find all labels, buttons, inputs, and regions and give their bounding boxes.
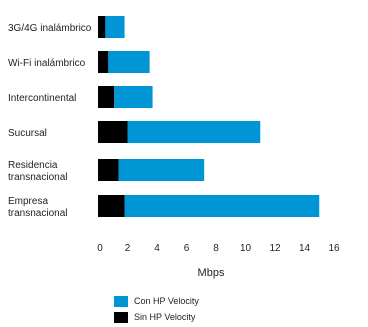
chart-area: 3G/4G inalámbrico Wi-Fi inalámbrico Interc… [8, 16, 340, 279]
x-tick-label: 4 [154, 243, 160, 254]
legend-item-con: Con HP Velocity [114, 295, 199, 308]
x-tick-label: 8 [213, 243, 219, 254]
bar-con-hp-velocity [118, 159, 205, 181]
legend-swatch-sin [114, 312, 128, 323]
x-tick-label: 12 [269, 243, 281, 254]
x-tick-label: 10 [240, 243, 252, 254]
legend-label-con: Con HP Velocity [134, 296, 199, 306]
bar-sin-hp-velocity [98, 51, 109, 73]
bar-sin-hp-velocity [98, 195, 125, 217]
bar-con-hp-velocity [124, 195, 320, 217]
bar-con-hp-velocity [108, 51, 150, 73]
x-tick-label: 16 [328, 243, 340, 254]
bar-sin-hp-velocity [98, 86, 115, 108]
category-label: Empresa transnacional [8, 196, 67, 219]
bar-sin-hp-velocity [98, 159, 119, 181]
bar-con-hp-velocity [105, 16, 125, 38]
legend: Con HP Velocity Sin HP Velocity [114, 295, 199, 327]
category-label: Sucursal [8, 128, 47, 139]
legend-label-sin: Sin HP Velocity [134, 312, 196, 322]
category-label: 3G/4G inalámbrico [8, 23, 92, 34]
x-tick-label: 2 [125, 243, 131, 254]
legend-swatch-con [114, 296, 128, 307]
x-tick-label: 6 [184, 243, 190, 254]
x-tick-label: 0 [97, 243, 103, 254]
category-label: Intercontinental [8, 93, 76, 104]
category-label: Wi-Fi inalámbrico [8, 58, 86, 69]
bar-sin-hp-velocity [98, 121, 128, 143]
x-axis-label: Mbps [198, 267, 225, 279]
bar-con-hp-velocity [127, 121, 261, 143]
legend-item-sin: Sin HP Velocity [114, 311, 199, 324]
x-tick-label: 14 [299, 243, 311, 254]
category-label: Residencia transnacional [8, 160, 67, 183]
bar-con-hp-velocity [114, 86, 153, 108]
bar-sin-hp-velocity [98, 16, 106, 38]
